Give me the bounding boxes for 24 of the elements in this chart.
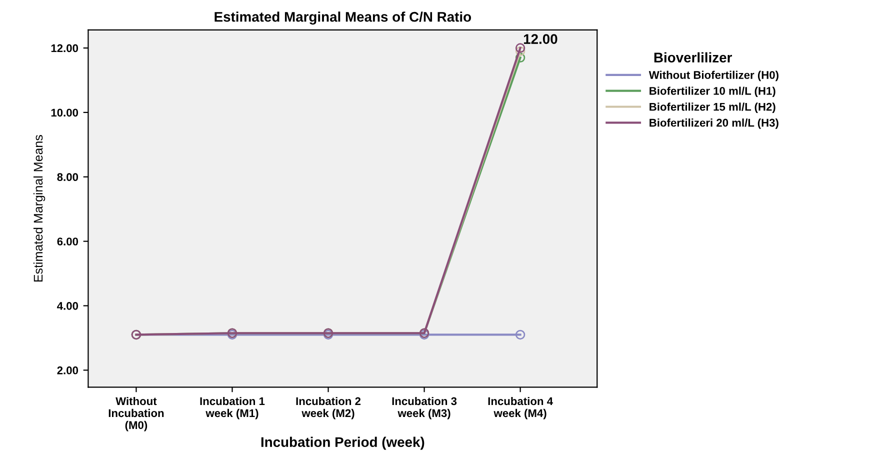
x-tick-label: Incubation 1 week (M1) — [200, 396, 265, 420]
x-tick-label: Incubation 2 week (M2) — [296, 396, 361, 420]
y-tick-label: 8.00 — [57, 173, 78, 182]
point — [515, 43, 526, 53]
x-axis-title: Incubation Period (week) — [261, 436, 424, 450]
legend-title: Bioverlilizer — [654, 52, 732, 62]
y-tick-label: 10.00 — [51, 108, 78, 117]
x-tick-label: Without Incubation (M0) — [108, 396, 164, 432]
point — [515, 46, 526, 56]
point — [515, 52, 526, 63]
annotation: 12.00 — [524, 34, 558, 44]
y-tick-label: 12.00 — [51, 44, 78, 52]
legend-label: Biofertilizer 10 ml/L (H1) — [650, 86, 776, 98]
point — [515, 330, 526, 340]
chart-title: Estimated Marginal Means of C/N Ratio — [214, 12, 471, 25]
y-tick-label: 6.00 — [57, 238, 78, 246]
x-tick-label: Incubation 4 week (M4) — [488, 396, 553, 420]
x-tick-label: Incubation 3 week (M3) — [392, 396, 457, 420]
y-axis-title: Estimated Marginal Means — [33, 135, 46, 282]
legend-label: Without Biofertilizer (H0) — [648, 70, 778, 82]
legend-label: Biofertilizeri 20 ml/L (H3) — [650, 118, 778, 129]
legend-label: Biofertilizer 15 ml/L (H2) — [650, 102, 776, 113]
y-tick-label: 4.00 — [57, 302, 78, 310]
y-tick-label: 2.00 — [57, 366, 78, 374]
